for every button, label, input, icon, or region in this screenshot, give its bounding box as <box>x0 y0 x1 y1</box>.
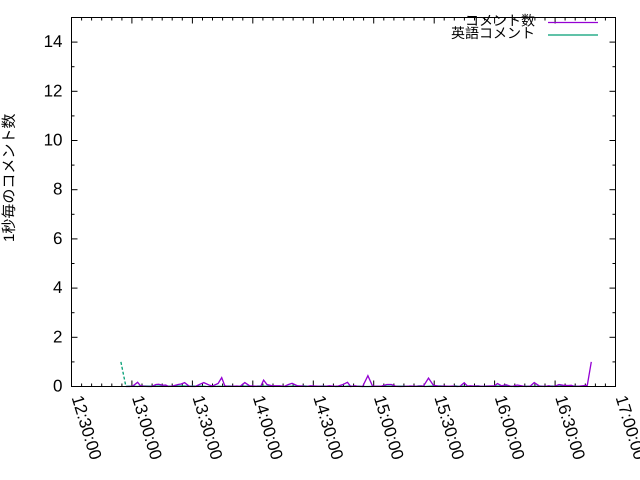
svg-text:1秒毎のコメント数: 1秒毎のコメント数 <box>1 114 18 242</box>
svg-text:12: 12 <box>44 81 63 100</box>
svg-text:10: 10 <box>44 131 63 150</box>
svg-text:0: 0 <box>53 377 62 396</box>
svg-text:英語コメント: 英語コメント <box>451 25 535 41</box>
svg-text:4: 4 <box>53 278 62 297</box>
svg-text:8: 8 <box>53 180 62 199</box>
svg-text:2: 2 <box>53 327 62 346</box>
svg-text:6: 6 <box>53 229 62 248</box>
svg-text:14: 14 <box>44 32 63 51</box>
